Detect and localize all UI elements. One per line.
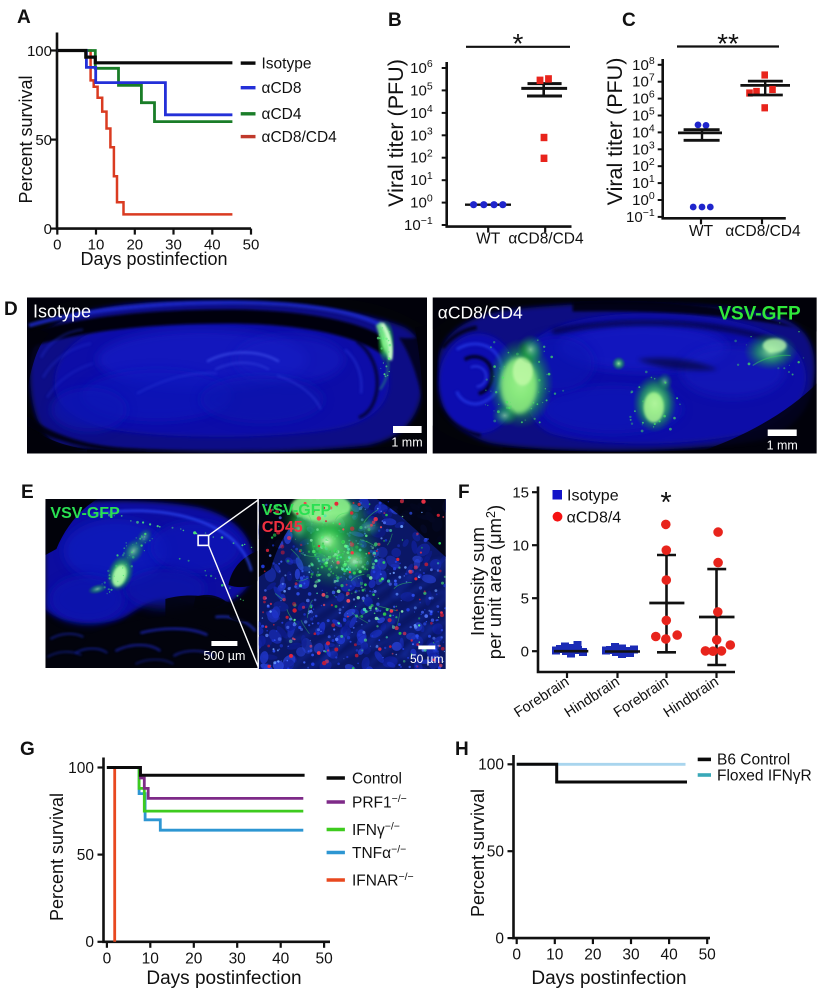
svg-text:1 mm: 1 mm [391,436,422,450]
svg-text:20: 20 [584,947,602,964]
svg-text:WT: WT [476,231,501,248]
svg-text:5: 5 [521,591,529,608]
svg-text:Viral titer (PFU): Viral titer (PFU) [603,58,627,206]
svg-text:Percent survival: Percent survival [47,793,67,921]
svg-text:40: 40 [660,947,678,964]
svg-text:1 mm: 1 mm [767,439,798,453]
svg-text:Isotype: Isotype [33,302,91,322]
svg-text:F: F [458,482,470,503]
svg-text:Percent survival: Percent survival [468,789,488,917]
svg-text:B6 Control: B6 Control [717,752,790,769]
svg-text:αCD8/CD4: αCD8/CD4 [438,303,523,323]
svg-text:0: 0 [44,221,52,238]
svg-text:*: * [660,487,671,519]
svg-text:Viral titer (PFU): Viral titer (PFU) [384,59,408,207]
svg-text:Percent survival: Percent survival [16,75,36,203]
svg-text:10: 10 [546,947,564,964]
svg-text:Isotype: Isotype [567,488,619,505]
svg-text:0: 0 [495,931,504,948]
svg-text:50: 50 [315,951,333,968]
svg-text:Days postinfection: Days postinfection [146,968,301,989]
svg-text:Intensity sum: Intensity sum [467,527,488,636]
svg-text:CD45: CD45 [262,519,303,536]
svg-text:αCD8: αCD8 [262,80,302,97]
svg-text:VSV-GFP: VSV-GFP [262,502,332,519]
svg-text:40: 40 [204,237,221,254]
svg-text:10: 10 [88,237,105,254]
svg-text:A: A [17,7,31,28]
svg-text:per unit area (μm2): per unit area (μm2) [484,505,505,659]
svg-text:10: 10 [142,951,160,968]
svg-text:30: 30 [229,951,247,968]
svg-text:G: G [20,739,35,760]
svg-text:20: 20 [126,237,143,254]
svg-text:50: 50 [487,844,505,861]
svg-text:20: 20 [185,951,203,968]
svg-text:Isotype: Isotype [262,55,312,72]
svg-text:Days postinfection: Days postinfection [531,968,686,989]
svg-text:**: ** [717,28,739,59]
svg-text:15: 15 [512,485,529,502]
svg-text:0: 0 [53,237,61,254]
svg-text:100: 100 [27,43,52,60]
svg-text:*: * [513,28,524,59]
svg-text:VSV-GFP: VSV-GFP [50,505,120,522]
svg-text:VSV-GFP: VSV-GFP [718,304,801,325]
svg-text:30: 30 [622,947,640,964]
svg-text:40: 40 [272,951,290,968]
svg-text:0: 0 [521,644,529,661]
svg-text:0: 0 [512,947,521,964]
svg-text:10: 10 [512,538,529,555]
svg-text:50: 50 [243,237,260,254]
svg-text:αCD4: αCD4 [262,106,302,123]
svg-text:50: 50 [35,132,52,149]
svg-text:αCD8/CD4: αCD8/CD4 [508,231,584,248]
svg-text:Control: Control [352,770,402,787]
svg-text:B: B [388,10,402,31]
svg-text:IFNAR−/−: IFNAR−/− [352,871,414,890]
svg-text:WT: WT [689,223,714,240]
svg-text:αCD8/4: αCD8/4 [567,510,622,527]
svg-text:E: E [21,482,34,503]
svg-text:50 µm: 50 µm [410,652,444,666]
svg-text:0: 0 [85,934,94,951]
svg-text:50: 50 [699,947,717,964]
svg-text:50: 50 [77,847,95,864]
svg-text:500 µm: 500 µm [203,649,245,663]
svg-text:C: C [622,10,636,31]
svg-text:30: 30 [165,237,182,254]
svg-text:100: 100 [478,757,504,774]
svg-text:Days postinfection: Days postinfection [80,249,227,269]
svg-text:Floxed IFNγR: Floxed IFNγR [717,767,812,784]
svg-text:0: 0 [103,951,112,968]
svg-text:H: H [455,739,469,760]
svg-text:100: 100 [68,760,94,777]
svg-text:D: D [4,299,18,320]
svg-text:αCD8/CD4: αCD8/CD4 [262,129,338,146]
svg-text:αCD8/CD4: αCD8/CD4 [725,223,801,240]
